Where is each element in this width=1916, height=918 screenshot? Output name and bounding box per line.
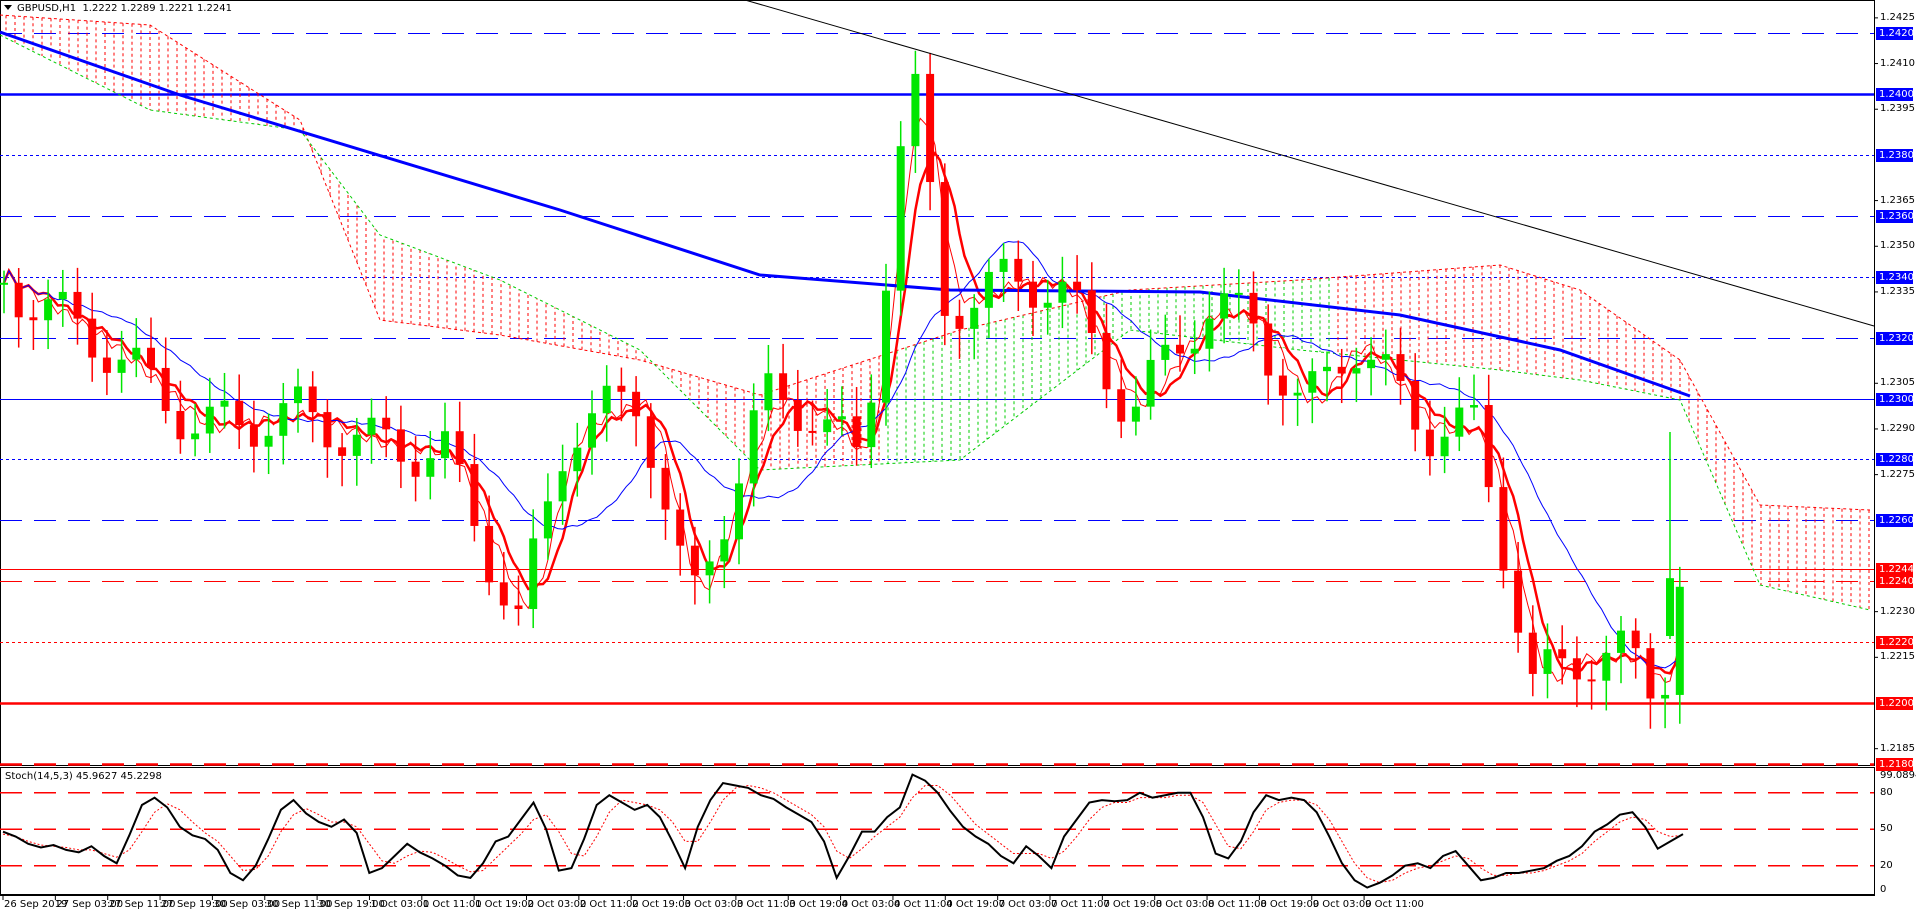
price-level-tag: 1.2180 (1876, 757, 1914, 771)
price-tick-label: 1.2215 (1880, 651, 1915, 663)
price-axis-ticks (1874, 17, 1878, 750)
price-level-tag: 1.2320 (1876, 331, 1914, 345)
stoch-axis-label: 80 (1880, 786, 1893, 798)
time-tick-label: 2 Oct 11:00 (579, 899, 639, 910)
main-plot-border (0, 0, 1875, 766)
time-tick-label: 8 Oct 19:00 (1260, 899, 1320, 910)
price-level-tag: 1.2380 (1876, 148, 1914, 162)
time-tick-label: 4 Oct 11:00 (893, 899, 953, 910)
price-level-tag: 1.2280 (1876, 453, 1914, 467)
time-tick-label: 4 Oct 19:00 (946, 899, 1006, 910)
price-tick-label: 1.2350 (1880, 240, 1915, 252)
time-tick-label: 4 Oct 03:00 (841, 899, 901, 910)
price-level-tag: 1.2220 (1876, 636, 1914, 650)
stoch-axis-label: 0 (1880, 884, 1887, 895)
time-tick-label: 26 Sep 2019 (4, 899, 68, 910)
stoch-signal-line (2, 785, 1684, 884)
time-tick-label: 30 Sep 11:00 (265, 899, 333, 910)
price-level-tag: 1.2244 (1876, 563, 1914, 577)
time-tick-label: 3 Oct 11:00 (736, 899, 796, 910)
time-tick-label: 7 Oct 11:00 (1051, 899, 1110, 910)
time-tick-label: 1 Oct 19:00 (475, 899, 534, 910)
time-tick-label: 27 Sep 11:00 (108, 899, 176, 910)
stoch-axis-label: 99.0894 (1880, 770, 1916, 781)
price-tick-label: 1.2335 (1880, 285, 1915, 297)
collapse-triangle-icon[interactable] (4, 5, 12, 10)
trendline[interactable] (744, 0, 1875, 327)
price-tick-label: 1.2410 (1880, 57, 1915, 69)
price-level-tag: 1.2260 (1876, 514, 1914, 528)
stoch-axis-label: 20 (1880, 859, 1893, 871)
stoch-plot-border (0, 767, 1875, 895)
time-tick-label: 3 Oct 03:00 (684, 899, 744, 910)
price-level-tag: 1.2420 (1876, 27, 1914, 41)
price-level-tag: 1.2400 (1876, 88, 1914, 101)
time-tick-label: 3 Oct 19:00 (789, 899, 849, 910)
stoch-levels (0, 792, 1874, 867)
price-tick-label: 1.2425 (1880, 11, 1915, 23)
stoch-axis-label: 50 (1880, 823, 1893, 835)
time-tick-label: 2 Oct 03:00 (527, 899, 587, 910)
time-tick-label: 30 Sep 19:00 (318, 899, 385, 910)
price-tick-label: 1.2395 (1880, 103, 1915, 115)
time-tick-label: 30 Sep 03:00 (213, 899, 281, 910)
symbol-label: GBPUSD,H1 (17, 3, 77, 14)
time-tick-label: 9 Oct 03:00 (1312, 899, 1372, 910)
time-tick-label: 27 Sep 19:00 (161, 899, 228, 910)
price-tick-label: 1.2365 (1880, 194, 1915, 206)
time-tick-label: 9 Oct 11:00 (1365, 899, 1424, 910)
price-level-tag: 1.2300 (1876, 392, 1914, 406)
horizontal-levels (0, 33, 1874, 766)
price-tick-label: 1.2275 (1880, 468, 1915, 480)
chart-title[interactable]: GBPUSD,H1 1.2222 1.2289 1.2221 1.2241 (4, 3, 232, 14)
time-tick-label: 7 Oct 19:00 (1103, 899, 1163, 910)
time-tick-label: 1 Oct 11:00 (422, 899, 482, 910)
price-level-tag: 1.2200 (1876, 697, 1914, 710)
time-tick-label: 27 Sep 03:00 (56, 899, 124, 910)
indicator-lines (0, 30, 1691, 684)
price-level-tag: 1.2360 (1876, 209, 1914, 223)
price-level-tag: 1.2340 (1876, 270, 1914, 284)
time-tick-label: 1 Oct 03:00 (370, 899, 430, 910)
price-tick-label: 1.2305 (1880, 377, 1915, 389)
price-tick-label: 1.2230 (1880, 605, 1915, 617)
ohlc-values: 1.2222 1.2289 1.2221 1.2241 (82, 3, 232, 14)
price-tick-label: 1.2290 (1880, 422, 1915, 434)
time-tick-label: 8 Oct 03:00 (1155, 899, 1215, 910)
time-tick-label: 2 Oct 19:00 (632, 899, 692, 910)
stoch-label: Stoch(14,5,3) 45.9627 45.2298 (5, 771, 162, 782)
candlesticks (0, 50, 1684, 729)
stoch-main-line (2, 773, 1684, 889)
price-tick-label: 1.2185 (1880, 742, 1915, 754)
time-tick-label: 8 Oct 11:00 (1208, 899, 1267, 910)
time-tick-label: 7 Oct 03:00 (998, 899, 1058, 910)
price-level-tag: 1.2240 (1876, 575, 1914, 589)
